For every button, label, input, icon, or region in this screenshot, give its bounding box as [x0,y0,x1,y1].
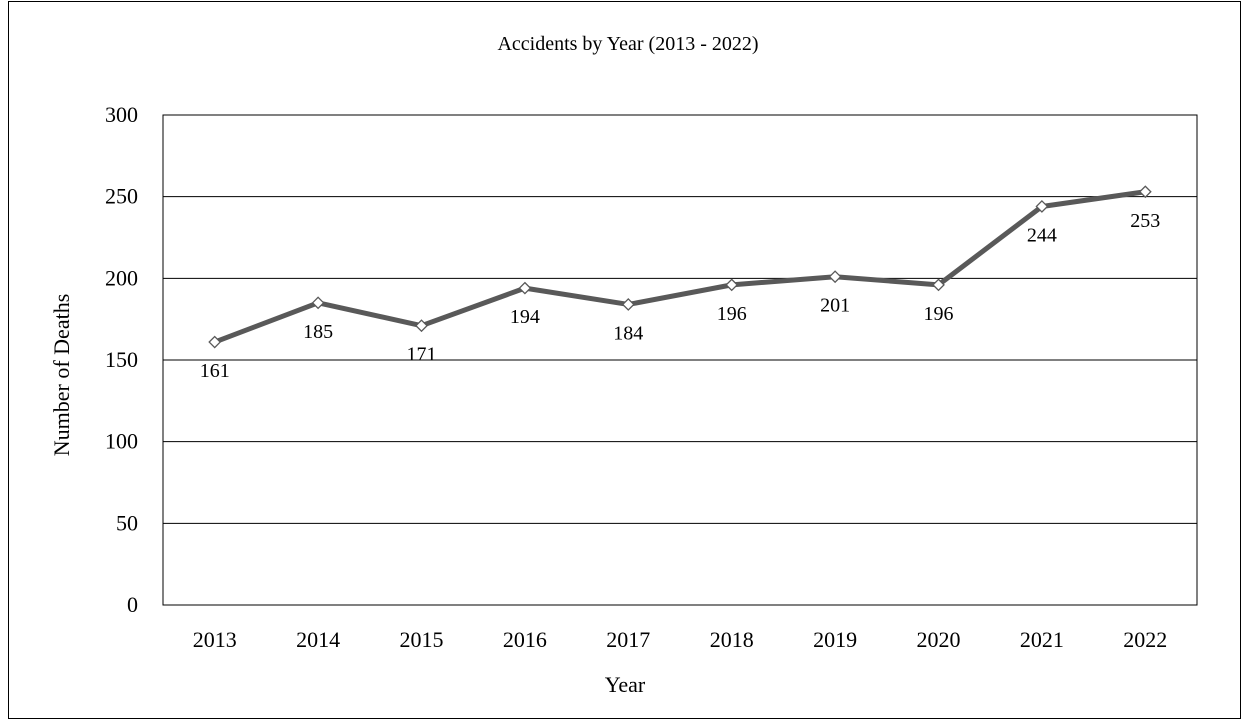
x-tick-label-2022: 2022 [1123,627,1167,652]
data-label-2019: 201 [820,295,850,317]
point-2022 [1138,185,1152,199]
point-2019 [828,270,842,284]
chart-title: Accidents by Year (2013 - 2022) [497,33,758,55]
point-2020 [932,278,945,292]
y-tick-label-250: 250 [105,184,138,209]
x-tick-label-2020: 2020 [917,627,961,652]
data-label-2015: 171 [407,344,437,366]
x-tick-label-2019: 2019 [813,627,857,652]
point-2015 [415,319,428,333]
point-2021 [1035,200,1049,213]
point-2016 [518,281,532,295]
y-tick-label-150: 150 [105,347,138,372]
series-deaths [208,185,1152,349]
x-tick-label-2014: 2014 [296,627,340,652]
data-label-2013: 161 [200,360,230,382]
x-tick-label-2018: 2018 [710,627,754,652]
y-axis-label: Number of Deaths [49,294,74,457]
y-tick-label-100: 100 [105,429,138,454]
point-2013 [208,335,222,349]
data-label-2014: 185 [303,321,333,343]
x-tick-label-2015: 2015 [400,627,444,652]
data-label-2020: 196 [924,303,954,325]
y-tick-label-0: 0 [127,592,138,617]
gridlines [163,196,1197,524]
x-tick-label-2016: 2016 [503,627,547,652]
data-label-2018: 196 [717,303,747,325]
series-line [212,189,1148,345]
y-tick-label-300: 300 [105,102,138,127]
x-tick-label-2021: 2021 [1020,627,1064,652]
point-2014 [311,296,325,310]
data-labels: 161 185 171 194 184 196 201 196 244 253 [200,210,1161,382]
point-2018 [725,278,739,292]
x-tick-label-2013: 2013 [193,627,237,652]
y-tick-label-50: 50 [116,510,138,535]
x-axis-ticks: 2013 2014 2015 2016 2017 2018 2019 2020 2021 2022 [193,627,1168,652]
point-2017 [621,298,635,311]
data-label-2016: 194 [510,306,540,328]
x-axis-label: Year [605,672,646,697]
x-tick-label-2017: 2017 [606,627,650,652]
data-label-2017: 184 [613,322,643,344]
y-tick-label-200: 200 [105,265,138,290]
data-label-2022: 253 [1130,210,1160,232]
data-label-2021: 244 [1027,224,1057,246]
y-axis-ticks: 0 50 100 150 200 250 300 [105,102,138,617]
